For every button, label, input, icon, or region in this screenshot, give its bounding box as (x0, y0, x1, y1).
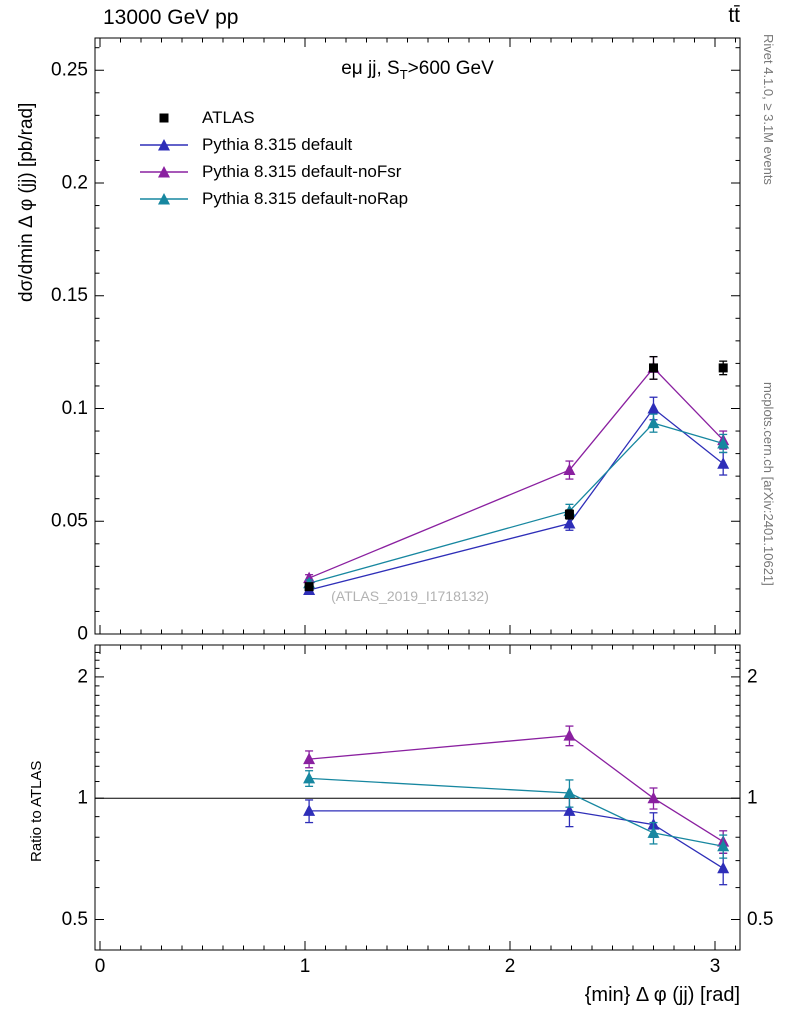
plot-subtitle: eμ jj, ST>600 GeV (95, 58, 740, 82)
legend-item-atlas: ATLAS (138, 104, 408, 131)
pythia-norap-marker-icon (138, 191, 190, 207)
ratio-y-tick-label-right: 0.5 (747, 909, 773, 930)
rivet-version-caption: Rivet 4.1.0, ≥ 3.1M events (761, 34, 776, 185)
ratio-y-tick-label-left: 0.5 (62, 909, 88, 930)
ratio-series-0 (303, 795, 730, 886)
atlas-square-marker-icon (138, 110, 190, 126)
analysis-id-watermark: (ATLAS_2019_I1718132) (331, 588, 489, 604)
main-y-tick-label: 0.1 (62, 398, 88, 419)
main-plot-frame (94, 37, 741, 635)
x-axis-title: {min} Δ φ (jj) [rad] (584, 984, 740, 1006)
main-y-tick-label: 0.15 (51, 285, 88, 306)
main-series-0 (304, 355, 728, 592)
legend-label-pythia-default: Pythia 8.315 default (202, 134, 353, 154)
legend: ATLAS Pythia 8.315 default Pythia 8.315 … (138, 104, 408, 212)
subtitle-sub: T (399, 66, 408, 82)
legend-item-pythia-default: Pythia 8.315 default (138, 131, 408, 158)
x-tick-label: 3 (710, 956, 721, 977)
subtitle-post: >600 GeV (407, 58, 494, 79)
legend-item-pythia-nofsr: Pythia 8.315 default-noFsr (138, 158, 408, 185)
x-tick-label: 2 (505, 956, 516, 977)
legend-item-pythia-norap: Pythia 8.315 default-noRap (138, 185, 408, 212)
main-y-axis-title: dσ/dmin Δ φ (jj) [pb/rad] (16, 102, 37, 302)
process-label: tt̄ (728, 4, 740, 27)
pythia-nofsr-marker-icon (138, 164, 190, 180)
ratio-plot-frame (94, 644, 741, 951)
ratio-series-2 (303, 770, 730, 859)
ratio-y-tick-label-right: 1 (747, 788, 758, 809)
main-series-3 (303, 413, 730, 589)
main-y-tick-label: 0.25 (51, 60, 88, 81)
ratio-y-axis-title: Ratio to ATLAS (28, 760, 45, 862)
ratio-y-tick-label-right: 2 (747, 666, 758, 687)
legend-label-pythia-nofsr: Pythia 8.315 default-noFsr (202, 161, 402, 181)
main-series-2 (303, 355, 730, 584)
x-tick-label: 0 (95, 956, 106, 977)
main-y-tick-label: 0.05 (51, 511, 88, 532)
main-y-tick-label: 0.2 (62, 172, 88, 193)
legend-label-pythia-norap: Pythia 8.315 default-noRap (202, 188, 409, 208)
legend-label-atlas: ATLAS (202, 107, 255, 127)
mcplots-caption: mcplots.cern.ch [arXiv:2401.10621] (761, 382, 776, 586)
main-y-tick-label: 0 (77, 624, 88, 645)
ratio-y-tick-label-left: 2 (77, 666, 88, 687)
ratio-y-tick-label-left: 1 (77, 788, 88, 809)
beam-energy-label: 13000 GeV pp (103, 6, 239, 29)
pythia-default-marker-icon (138, 137, 190, 153)
subtitle-pre: eμ jj, S (341, 58, 400, 79)
main-series-1 (303, 396, 730, 596)
x-tick-label: 1 (300, 956, 311, 977)
